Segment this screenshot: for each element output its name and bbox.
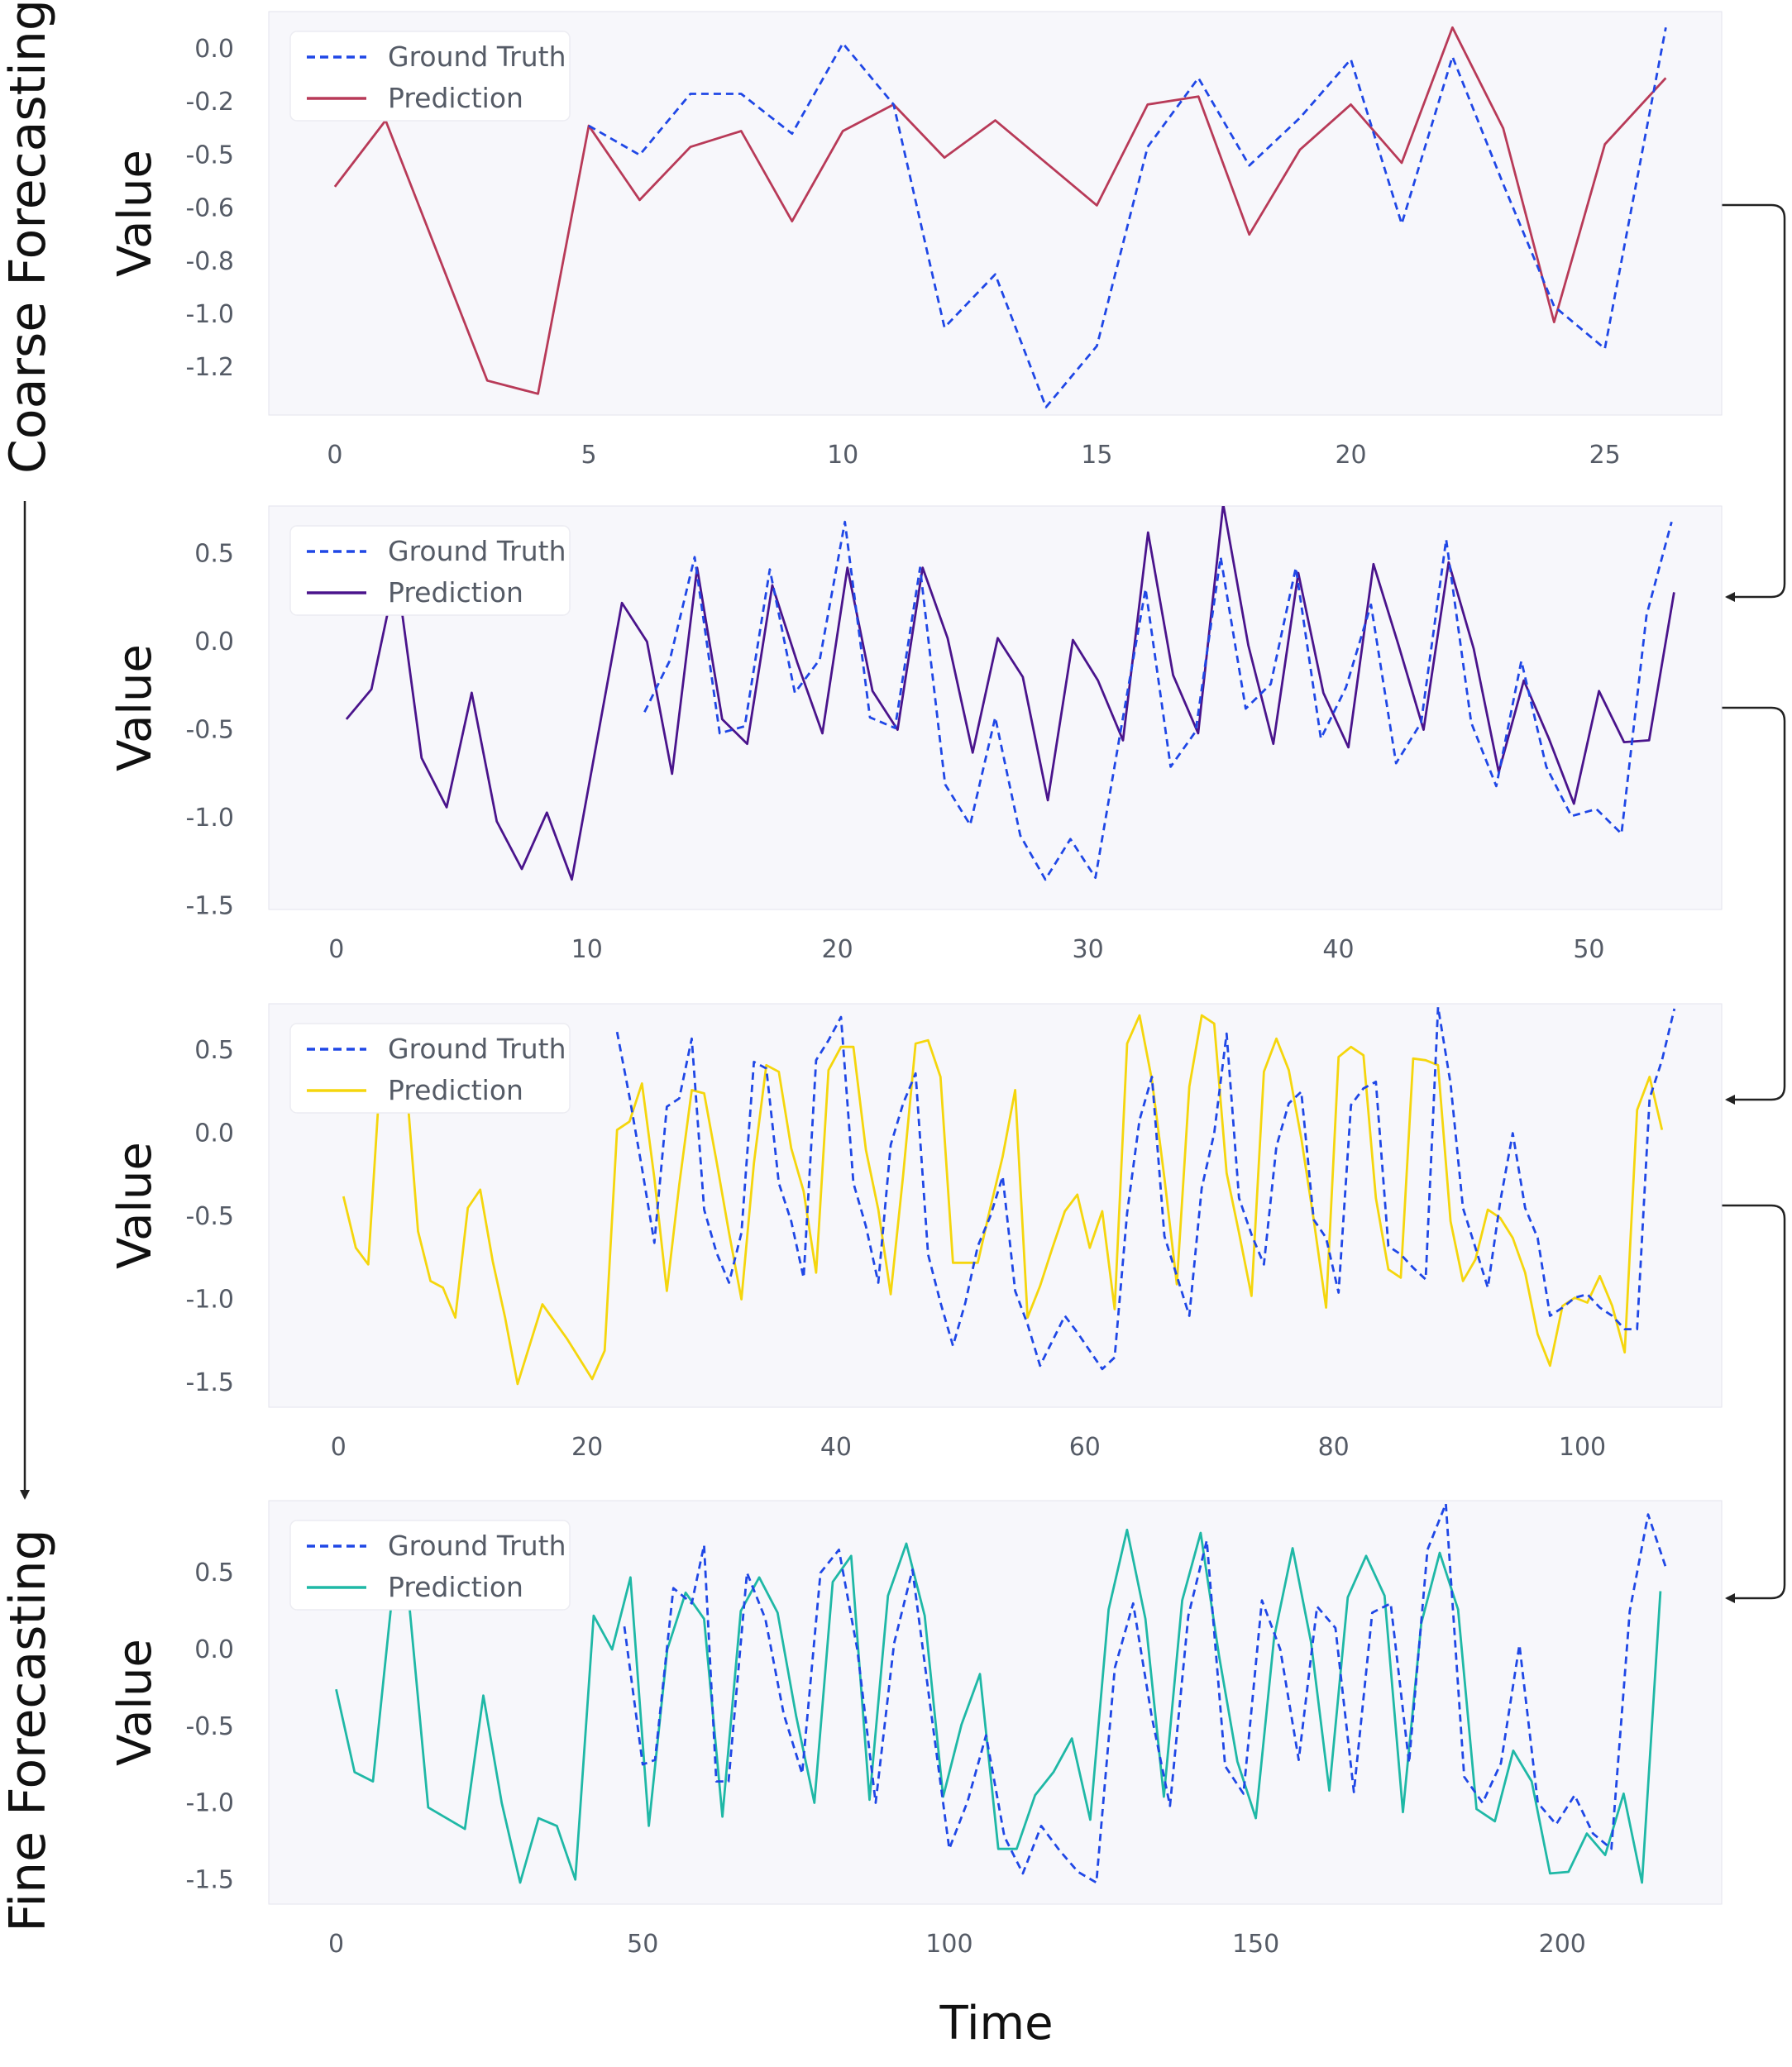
panels: 0.0 -0.2 -0.5 -0.6 -0.8 -1.0 -1.2 0 5 10 15 20 25 Val… (108, 11, 1723, 1959)
y-axis-label: Value (108, 1639, 162, 1766)
x-tick-label: 15 (1081, 441, 1112, 470)
ground-truth-line (623, 1502, 1668, 1884)
legend: Ground Truth Prediction (289, 525, 571, 616)
legend-label: Prediction (388, 82, 523, 114)
x-tick-label: 20 (1335, 441, 1366, 470)
y-tick-label: 0.0 (194, 35, 234, 64)
ground-truth-line (643, 520, 1673, 881)
x-tick-label: 100 (1559, 1433, 1606, 1462)
legend: Ground Truth Prediction (289, 31, 571, 122)
x-tick-label: 50 (1573, 935, 1604, 964)
x-axis-label: Time (939, 1997, 1053, 2050)
coarse-forecasting-label: Coarse Forecasting (0, 0, 57, 474)
y-axis-label: Value (108, 150, 162, 277)
x-tick-label: 150 (1232, 1930, 1279, 1959)
prediction-line (342, 1014, 1664, 1386)
y-tick-label: -0.5 (185, 1712, 234, 1741)
x-tick-label: 40 (1322, 935, 1354, 964)
chart-panel-1: 0.0 -0.2 -0.5 -0.6 -0.8 -1.0 -1.2 0 5 10 15 20 25 Val… (108, 11, 1723, 470)
x-tick-label: 50 (627, 1930, 658, 1959)
x-tick-label: 200 (1539, 1930, 1586, 1959)
x-tick-label: 5 (581, 441, 596, 470)
y-tick-label: -1.0 (185, 1285, 234, 1314)
x-tick-label: 20 (571, 1433, 603, 1462)
legend: Ground Truth Prediction (289, 1520, 571, 1611)
legend-label: Ground Truth (388, 1033, 566, 1065)
connector-arrow-2 (1722, 706, 1786, 1105)
y-tick-label: -1.0 (185, 804, 234, 833)
y-tick-label: -1.5 (185, 1368, 234, 1397)
legend-label: Ground Truth (388, 41, 566, 73)
y-tick-label: -0.2 (185, 88, 234, 117)
y-tick-label: -1.0 (185, 1789, 234, 1818)
y-tick-label: -0.6 (185, 194, 234, 223)
x-tick-label: 10 (571, 935, 603, 964)
y-tick-label: -1.2 (185, 353, 234, 382)
connector-arrow-3 (1722, 1204, 1786, 1603)
x-tick-label: 60 (1069, 1433, 1101, 1462)
x-tick-label: 0 (328, 935, 344, 964)
x-tick-label: 10 (827, 441, 858, 470)
legend-label: Prediction (388, 1074, 523, 1106)
chart-panel-4: 0.5 0.0 -0.5 -1.0 -1.5 0 50 100 150 200 Value Groun… (108, 1500, 1723, 1959)
prediction-line (345, 506, 1675, 881)
legend-label: Prediction (388, 1571, 523, 1603)
legend-label: Ground Truth (388, 535, 566, 567)
y-tick-label: 0.0 (194, 1119, 234, 1148)
x-tick-label: 40 (820, 1433, 852, 1462)
legend-label: Prediction (388, 576, 523, 609)
y-tick-label: -0.5 (185, 141, 234, 169)
y-tick-label: 0.0 (194, 628, 234, 656)
fine-forecasting-label: Fine Forecasting (0, 1529, 57, 1932)
y-tick-label: -1.5 (185, 892, 234, 921)
x-tick-label: 100 (925, 1930, 972, 1959)
ground-truth-line (615, 1005, 1676, 1371)
y-tick-label: -0.5 (185, 1202, 234, 1231)
prediction-line (335, 1528, 1662, 1884)
x-tick-label: 20 (822, 935, 853, 964)
x-tick-label: 0 (327, 441, 342, 470)
x-tick-label: 0 (328, 1930, 344, 1959)
y-tick-label: 0.0 (194, 1635, 234, 1664)
ground-truth-line (588, 27, 1667, 408)
y-tick-label: 0.5 (194, 540, 234, 569)
y-tick-label: -1.5 (185, 1865, 234, 1894)
x-tick-label: 0 (331, 1433, 346, 1462)
y-axis-label: Value (108, 644, 162, 771)
x-tick-label: 30 (1072, 935, 1103, 964)
y-axis-label: Value (108, 1142, 162, 1269)
y-tick-label: 0.5 (194, 1559, 234, 1587)
x-tick-label: 25 (1589, 441, 1621, 470)
chart-panel-3: 0.5 0.0 -0.5 -1.0 -1.5 0 20 40 60 80 100 Value Groun… (108, 1003, 1723, 1462)
legend-label: Ground Truth (388, 1530, 566, 1562)
chart-panel-2: 0.5 0.0 -0.5 -1.0 -1.5 0 10 20 30 40 50 Value Ground… (108, 505, 1723, 964)
y-tick-label: -0.5 (185, 716, 234, 745)
legend: Ground Truth Prediction (289, 1023, 571, 1114)
x-tick-label: 80 (1318, 1433, 1350, 1462)
y-tick-label: -0.8 (185, 247, 234, 276)
connector-arrow-1 (1722, 203, 1786, 602)
y-tick-label: 0.5 (194, 1036, 234, 1065)
y-tick-label: -1.0 (185, 300, 234, 329)
